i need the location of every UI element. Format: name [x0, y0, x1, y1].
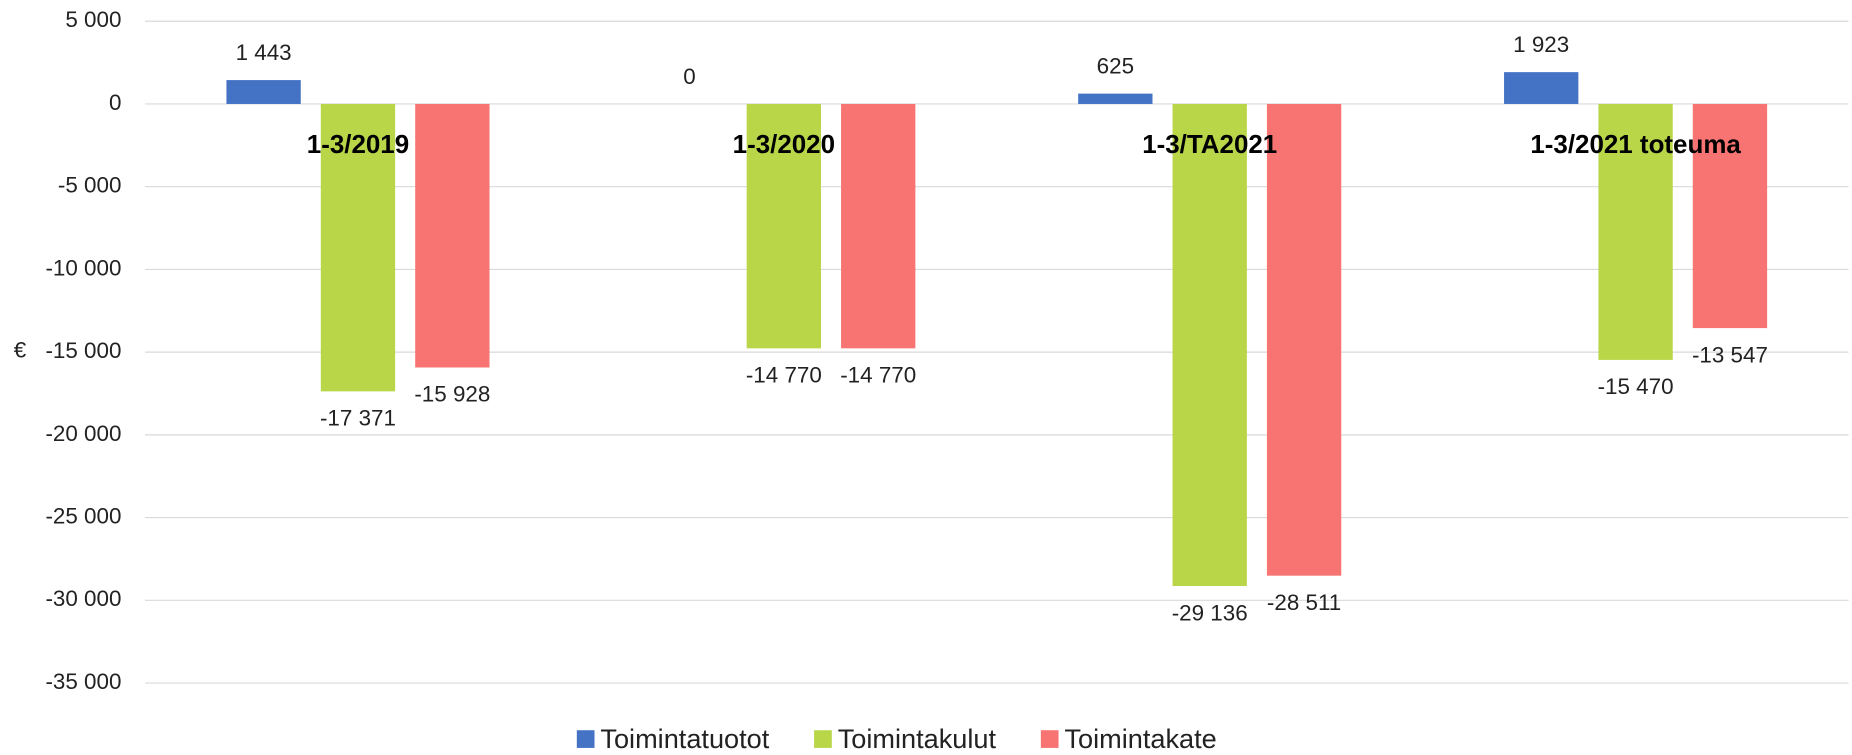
bar: [1172, 103, 1247, 587]
data-label: -13 547: [1692, 342, 1768, 367]
bar: [415, 103, 490, 368]
bar: [1504, 72, 1579, 104]
bar: [746, 103, 822, 349]
y-tick-label: -25 000: [45, 504, 121, 529]
data-label: 0: [683, 64, 695, 89]
data-label: 625: [1097, 54, 1134, 79]
x-tick-label: 1-3/TA2021: [1142, 131, 1277, 159]
data-label: 1 443: [236, 40, 292, 65]
bar: [226, 80, 301, 104]
legend-swatch: [814, 730, 832, 748]
y-tick-label: -10 000: [45, 255, 121, 280]
y-axis-label: €: [14, 337, 27, 362]
y-tick-label: -15 000: [45, 338, 121, 363]
bar: [841, 103, 916, 349]
data-label: -15 928: [414, 382, 490, 407]
data-label: -29 136: [1172, 600, 1248, 625]
y-tick-label: 0: [109, 90, 121, 115]
y-tick-label: -5 000: [58, 173, 122, 198]
bar: [1266, 103, 1342, 576]
data-label: -17 371: [320, 406, 396, 431]
data-label: -15 470: [1598, 374, 1674, 399]
legend-label: Toimintatuotot: [600, 723, 769, 754]
y-tick-label: -20 000: [45, 421, 121, 446]
x-tick-label: 1-3/2019: [307, 131, 409, 159]
legend-label: Toimintakate: [1064, 723, 1216, 754]
bar: [1598, 103, 1673, 360]
y-tick-label: 5 000: [65, 7, 121, 32]
bar: [320, 103, 396, 392]
bar: [1692, 103, 1768, 329]
bar: [1078, 93, 1153, 104]
data-label: -14 770: [840, 363, 916, 388]
legend-swatch: [576, 730, 595, 748]
legend-label: Toimintakulut: [838, 723, 997, 754]
data-label: 1 923: [1513, 32, 1569, 57]
x-tick-label: 1-3/2020: [733, 131, 835, 159]
legend-swatch: [1040, 730, 1059, 748]
y-tick-label: -35 000: [45, 669, 121, 694]
y-tick-label: -30 000: [45, 586, 121, 611]
data-label: -28 511: [1267, 590, 1341, 615]
x-tick-label: 1-3/2021 toteuma: [1530, 131, 1741, 159]
data-label: -14 770: [746, 363, 822, 388]
